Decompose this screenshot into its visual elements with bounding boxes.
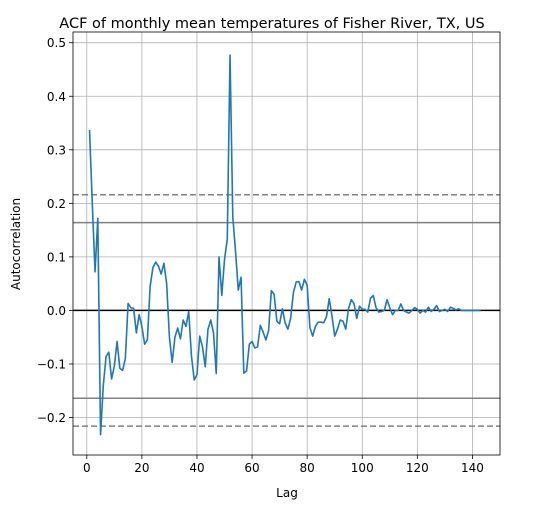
x-tick-label: 140 — [461, 461, 484, 475]
x-tick-label: 100 — [351, 461, 374, 475]
chart-title: ACF of monthly mean temperatures of Fish… — [59, 16, 484, 32]
y-tick-label: 0.3 — [47, 143, 66, 157]
y-tick-label: −0.2 — [37, 411, 66, 425]
x-tick-label: 120 — [406, 461, 429, 475]
y-tick-label: 0.2 — [47, 197, 66, 211]
y-axis-ticks: −0.2 −0.1 0.0 0.1 0.2 0.3 0.4 0.5 — [37, 36, 73, 425]
x-axis-label: Lag — [276, 486, 298, 500]
y-axis-label: Autocorrelation — [9, 198, 23, 290]
x-axis-ticks: 0 20 40 60 80 100 120 140 — [83, 455, 484, 475]
grid — [73, 32, 500, 455]
reference-lines — [73, 194, 500, 427]
x-tick-label: 80 — [300, 461, 315, 475]
x-tick-label: 40 — [189, 461, 204, 475]
x-tick-label: 0 — [83, 461, 91, 475]
x-tick-label: 60 — [244, 461, 259, 475]
x-tick-label: 20 — [134, 461, 149, 475]
acf-series-line — [88, 54, 481, 436]
series-layer — [88, 54, 481, 436]
y-tick-label: 0.5 — [47, 36, 66, 50]
y-tick-label: 0.4 — [47, 90, 66, 104]
plot-frame — [72, 31, 501, 456]
y-tick-label: −0.1 — [37, 357, 66, 371]
y-tick-label: 0.0 — [47, 304, 66, 318]
y-tick-label: 0.1 — [47, 250, 66, 264]
